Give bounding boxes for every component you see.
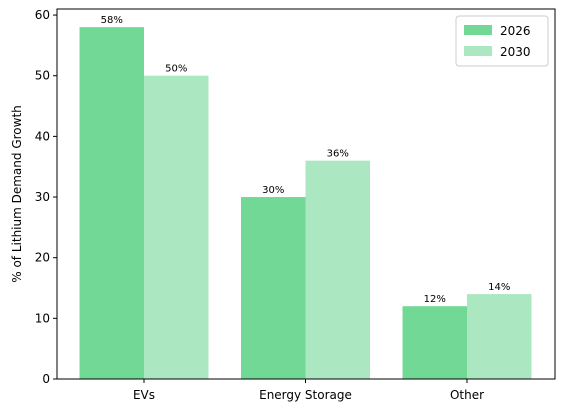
y-tick-label: 30 [35,190,50,204]
data-label-2026-energy-storage: 30% [262,185,284,196]
y-tick-label: 40 [35,129,50,143]
data-label-2026-other: 12% [424,294,446,305]
data-label-2030-evs: 50% [165,64,187,75]
data-labels-layer: 58% 30% 12% 50% 36% 14% [101,15,511,305]
x-tick-label: EVs [133,388,155,402]
x-axis-ticks: EVs Energy Storage Other [133,379,484,402]
legend: 2026 2030 [455,15,549,67]
legend-label-2026: 2026 [500,24,531,38]
data-label-2026-evs: 58% [101,15,123,26]
y-tick-label: 60 [35,8,50,22]
bars-layer [79,27,532,380]
legend-label-2030: 2030 [500,45,531,59]
bar-2026-energy-storage [241,197,306,379]
y-axis-title: % of Lithium Demand Growth [10,105,24,283]
y-axis-ticks: 0 10 20 30 40 50 60 [35,8,57,386]
x-tick-label: Other [450,388,484,402]
legend-swatch-2026 [464,25,492,35]
bar-2030-evs [144,75,209,379]
y-tick-label: 10 [35,311,50,325]
bar-2026-other [402,306,467,379]
bar-2030-energy-storage [305,160,370,379]
bar-2030-other [467,294,532,379]
y-tick-label: 50 [35,69,50,83]
data-label-2030-energy-storage: 36% [327,149,349,160]
y-tick-label: 0 [42,372,50,386]
data-label-2030-other: 14% [488,282,510,293]
bar-2026-evs [79,27,144,380]
y-tick-label: 20 [35,251,50,265]
legend-swatch-2030 [464,46,492,56]
x-tick-label: Energy Storage [259,388,352,402]
